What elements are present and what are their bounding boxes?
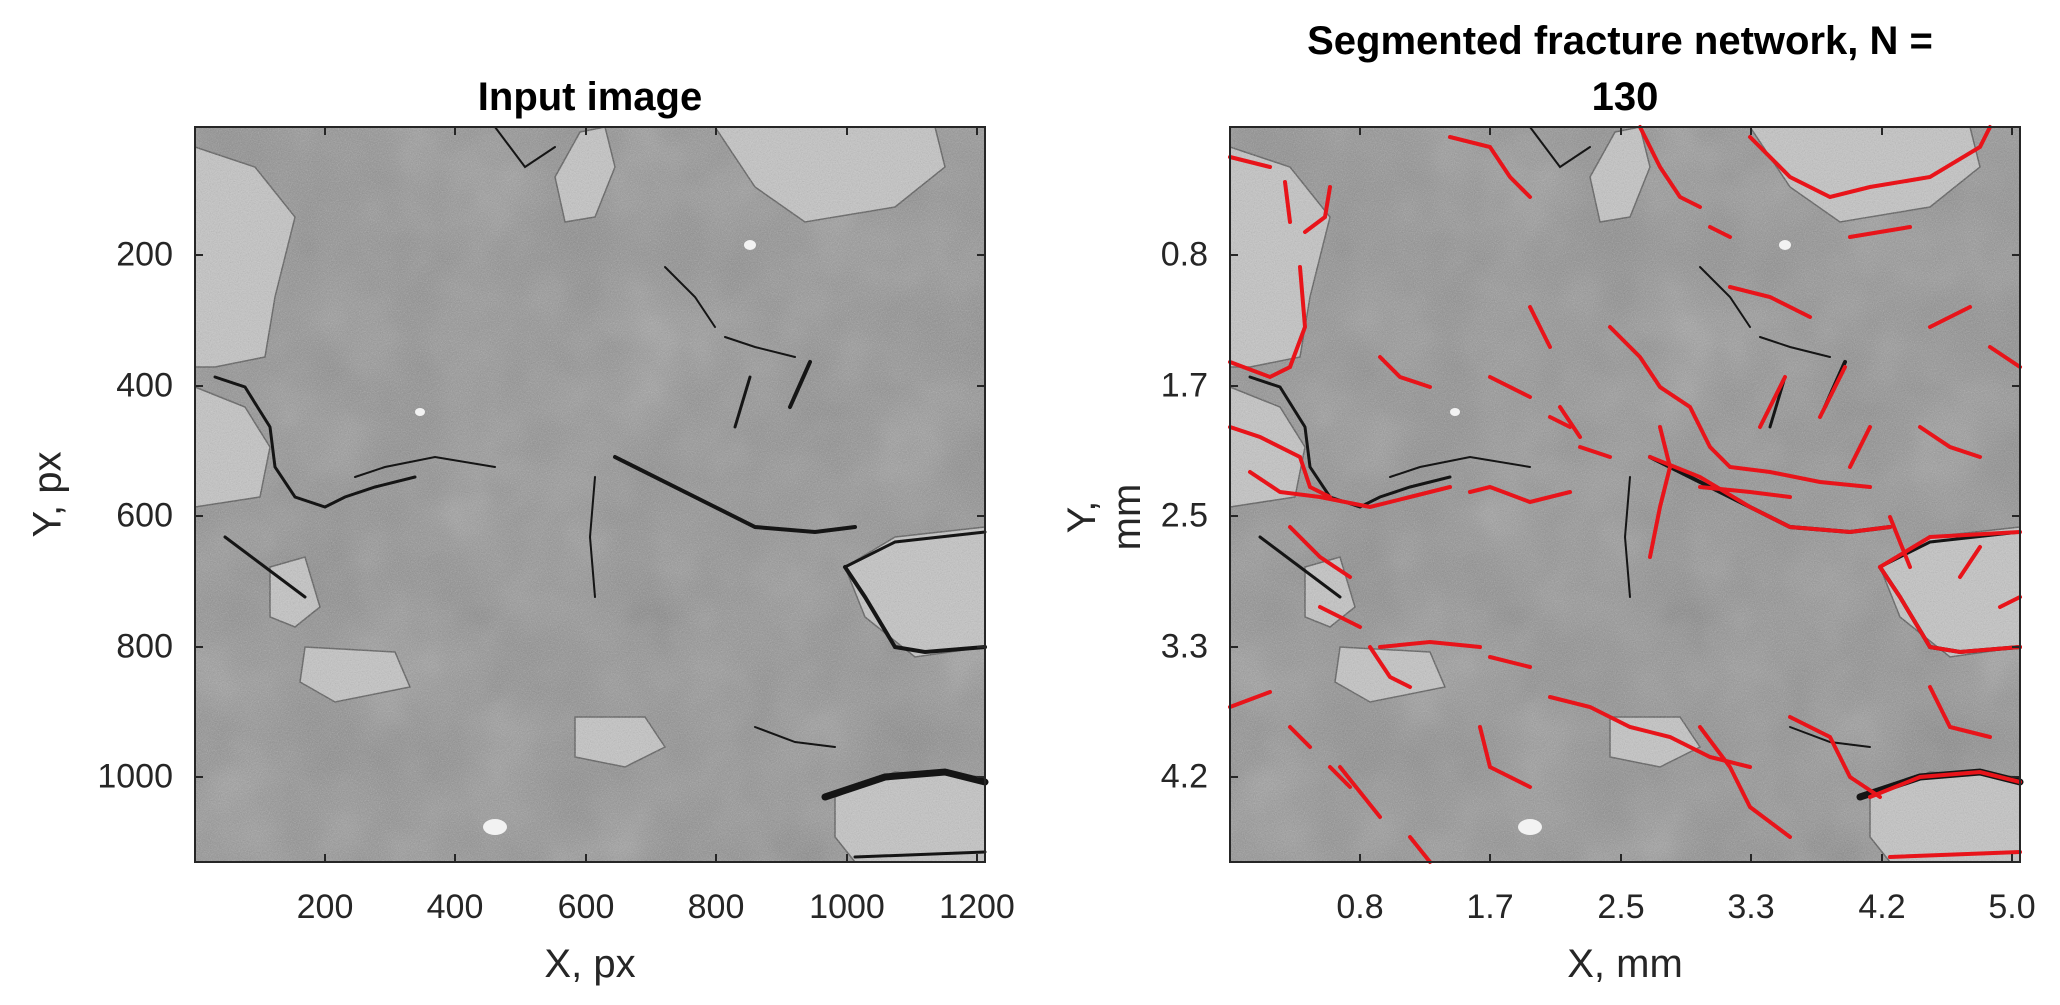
left-xtick: 600 [557, 888, 615, 926]
right-xtick: 3.3 [1727, 888, 1775, 926]
left-ytick: 200 [116, 235, 173, 274]
left-ticks [195, 127, 985, 862]
right-ytick: 0.8 [1160, 235, 1208, 274]
right-xtick: 1.7 [1466, 888, 1514, 926]
left-axes-box [194, 126, 986, 863]
left-xtick: 400 [426, 888, 484, 926]
fracture-overlay [1228, 125, 2022, 864]
right-ytick: 2.5 [1160, 496, 1208, 535]
right-ylabel: Y, mm [1060, 483, 1149, 551]
left-ytick: 1000 [97, 757, 173, 796]
input-image [195, 127, 985, 862]
right-xtick: 0.8 [1336, 888, 1384, 926]
right-xlabel: X, mm [1567, 942, 1683, 986]
left-ylabel: Y, px [25, 451, 70, 538]
segmented-image [1230, 127, 2020, 862]
right-ytick: 3.3 [1160, 627, 1208, 666]
right-panel-title-line2: 130 [1591, 75, 1659, 119]
left-xtick: 1200 [939, 888, 1015, 926]
left-ytick: 800 [116, 627, 173, 666]
left-panel-title: Input image [477, 75, 703, 119]
right-ytick: 4.2 [1160, 757, 1208, 796]
right-ticks [1230, 127, 2020, 862]
right-panel-title-line1: Segmented fracture network, N = [1307, 19, 1933, 63]
left-ytick: 400 [116, 366, 173, 405]
right-ytick: 1.7 [1160, 366, 1208, 405]
left-xlabel: X, px [544, 942, 636, 986]
left-ytick: 600 [116, 496, 173, 535]
right-axes-box [1229, 126, 2021, 863]
left-xtick: 200 [296, 888, 354, 926]
right-xtick: 2.5 [1597, 888, 1645, 926]
left-xtick: 1000 [809, 888, 885, 926]
right-xtick: 5.0 [1988, 888, 2036, 926]
right-xtick: 4.2 [1858, 888, 1906, 926]
left-xtick: 800 [687, 888, 745, 926]
